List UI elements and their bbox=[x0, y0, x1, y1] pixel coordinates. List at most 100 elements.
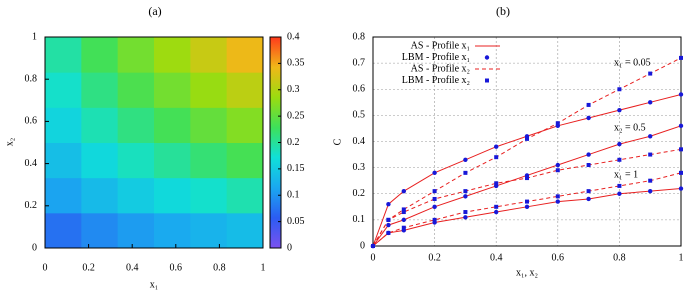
data-point bbox=[648, 100, 653, 105]
y-tick-label: 0.6 bbox=[353, 84, 366, 95]
heatmap-cell bbox=[154, 177, 191, 214]
data-point bbox=[679, 170, 683, 175]
y-tick-label: 0.3 bbox=[353, 162, 366, 173]
data-point bbox=[386, 222, 391, 228]
y-tick-label: 0 bbox=[360, 240, 365, 251]
data-point bbox=[678, 186, 684, 191]
data-point bbox=[555, 162, 560, 168]
data-point bbox=[494, 144, 499, 149]
data-point bbox=[617, 183, 622, 188]
y-tick-label: 0.7 bbox=[353, 57, 366, 68]
data-point bbox=[525, 136, 529, 141]
heatmap-cell bbox=[226, 107, 264, 143]
heatmap-cell bbox=[81, 177, 119, 214]
data-point bbox=[678, 123, 684, 129]
data-point bbox=[494, 204, 499, 209]
legend-label: AS - Profile x₂ bbox=[411, 63, 470, 74]
data-point bbox=[463, 210, 468, 215]
heatmap-cell bbox=[226, 72, 264, 108]
data-line bbox=[372, 93, 682, 247]
heatmap-cell bbox=[226, 37, 264, 73]
heatmap-cell bbox=[190, 142, 228, 179]
colorbar-tick-label: 0.25 bbox=[287, 110, 305, 121]
data-point bbox=[586, 102, 591, 107]
data-line bbox=[372, 188, 682, 247]
heatmap-cell bbox=[45, 107, 82, 143]
x-tick-label: 0 bbox=[43, 262, 48, 273]
data-point bbox=[586, 152, 591, 157]
heatmap-cell bbox=[81, 72, 119, 108]
y-tick-label: 0.4 bbox=[353, 136, 366, 147]
data-point bbox=[463, 189, 468, 194]
panel-title: (b) bbox=[496, 4, 510, 18]
data-point bbox=[432, 217, 437, 222]
data-point bbox=[648, 152, 653, 157]
heatmap-cell bbox=[117, 37, 155, 73]
data-point bbox=[525, 176, 529, 181]
data-line bbox=[372, 148, 682, 247]
y-tick-label: 0.8 bbox=[353, 31, 366, 42]
x-tick-label: 0.2 bbox=[428, 252, 441, 263]
x-tick-label: 0.4 bbox=[490, 252, 503, 263]
legend-label: LBM - Profile x₁ bbox=[402, 52, 470, 63]
data-point bbox=[401, 217, 406, 223]
heatmap-cell bbox=[190, 107, 228, 143]
data-point bbox=[617, 107, 622, 113]
data-point bbox=[678, 92, 684, 97]
heatmap-cell bbox=[45, 37, 82, 73]
legend-label: LBM - Profile x₂ bbox=[402, 75, 470, 86]
y-tick-label: 0.2 bbox=[25, 200, 38, 211]
x-tick-label: 0.8 bbox=[613, 252, 626, 263]
heatmap-cell bbox=[81, 37, 119, 73]
data-point bbox=[648, 134, 653, 139]
x-tick-label: 0.2 bbox=[82, 262, 95, 273]
colorbar-tick-label: 0.35 bbox=[287, 58, 305, 69]
heatmap-cell bbox=[117, 107, 155, 143]
data-point bbox=[617, 141, 622, 147]
heatmap-cell bbox=[81, 212, 119, 249]
heatmap-cell bbox=[190, 177, 228, 214]
y-tick-label: 0.1 bbox=[353, 214, 366, 225]
data-point bbox=[617, 87, 622, 92]
y-tick-label: 0.8 bbox=[25, 73, 38, 84]
heatmap-cell bbox=[154, 37, 191, 73]
data-point bbox=[463, 157, 468, 162]
y-tick-label: 0.5 bbox=[353, 110, 366, 121]
data-point bbox=[432, 170, 437, 176]
data-point bbox=[555, 121, 560, 126]
y-tick-label: 0.6 bbox=[25, 116, 38, 127]
heatmap-cell bbox=[154, 107, 191, 143]
legend-label: AS - Profile x₁ bbox=[411, 40, 470, 51]
heatmap-cell bbox=[154, 142, 191, 179]
data-point bbox=[617, 191, 622, 196]
x-tick-label: 0.8 bbox=[213, 262, 226, 273]
data-point bbox=[524, 204, 530, 210]
heatmap-cell bbox=[117, 212, 155, 249]
data-point bbox=[525, 199, 529, 204]
data-point bbox=[401, 207, 406, 212]
data-point bbox=[494, 155, 499, 160]
data-point bbox=[494, 181, 499, 186]
heatmap-cell bbox=[81, 107, 119, 143]
colorbar-tick-label: 0.3 bbox=[287, 84, 300, 95]
data-point bbox=[386, 230, 391, 235]
x-tick-label: 1 bbox=[261, 262, 266, 273]
y-axis-label: x₂ bbox=[4, 138, 15, 147]
colorbar-tick-label: 0.15 bbox=[287, 163, 305, 174]
colorbar-tick-label: 0.4 bbox=[287, 31, 300, 42]
data-point bbox=[555, 194, 560, 199]
data-point bbox=[679, 55, 683, 60]
data-point bbox=[617, 157, 622, 162]
x-tick-label: 0.6 bbox=[170, 262, 183, 273]
data-line bbox=[372, 57, 682, 247]
data-point bbox=[586, 189, 591, 194]
data-point bbox=[401, 210, 406, 215]
heatmap-cell bbox=[190, 212, 228, 249]
data-point bbox=[386, 217, 391, 222]
x-axis-label: x₁ bbox=[150, 279, 159, 290]
plot-frame bbox=[44, 36, 264, 249]
heatmap-cell bbox=[117, 177, 155, 214]
heatmap-cell bbox=[226, 212, 264, 249]
annotation: x₁ = 0.05 bbox=[614, 57, 651, 68]
